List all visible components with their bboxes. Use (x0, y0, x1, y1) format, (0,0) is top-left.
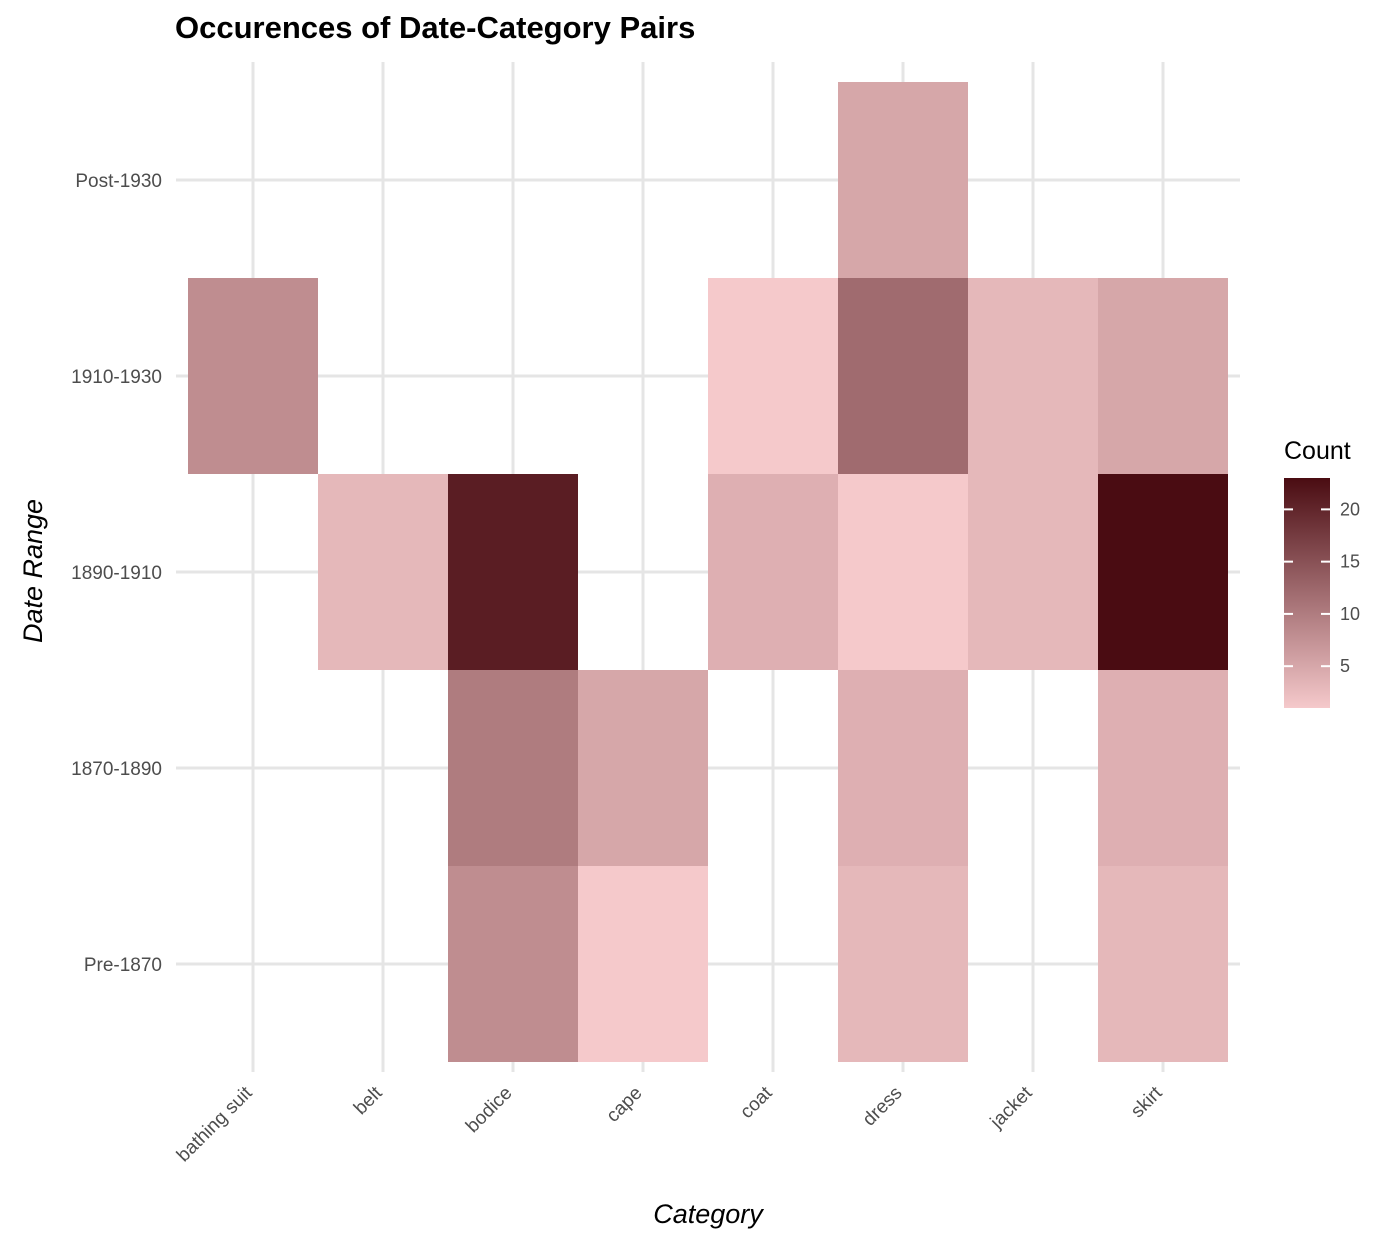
x-axis-title: Category (653, 1199, 764, 1229)
heatmap-cell (1098, 670, 1228, 866)
heatmap-cell (708, 474, 838, 670)
legend-tick-label: 10 (1340, 604, 1360, 624)
heatmap-cell (968, 278, 1098, 474)
x-tick-label: cape (603, 1083, 647, 1127)
heatmap-cell (448, 670, 578, 866)
heatmap-cell (708, 278, 838, 474)
x-tick-label: coat (736, 1082, 777, 1123)
y-axis-ticks: Pre-1870 1870-1890 1890-1910 1910-1930 Post-… (71, 171, 162, 976)
heatmap-cells (188, 82, 1228, 1062)
legend-title: Count (1284, 437, 1351, 465)
legend-tick-label: 15 (1340, 552, 1360, 572)
heatmap-cell (838, 474, 968, 670)
y-tick-label: 1890-1910 (71, 563, 162, 584)
y-tick-label: Pre-1870 (84, 955, 162, 976)
heatmap-cell (1098, 474, 1228, 670)
legend: Count 5 10 15 20 (1284, 437, 1360, 708)
heatmap-cell (448, 474, 578, 670)
heatmap-cell (968, 474, 1098, 670)
heatmap-cell (838, 278, 968, 474)
y-tick-label: Post-1930 (75, 171, 162, 192)
x-tick-label: belt (350, 1082, 387, 1119)
x-tick-label: bodice (462, 1083, 516, 1137)
heatmap-cell (578, 670, 708, 866)
legend-colorbar (1284, 478, 1330, 708)
heatmap-cell (838, 866, 968, 1062)
legend-tick-label: 5 (1340, 656, 1350, 676)
legend-tick-label: 20 (1340, 499, 1360, 519)
heatmap-cell (578, 866, 708, 1062)
y-axis-title: Date Range (18, 499, 48, 643)
heatmap-cell (1098, 866, 1228, 1062)
y-tick-label: 1870-1890 (71, 759, 162, 780)
x-tick-label: bathing suit (173, 1082, 257, 1166)
x-tick-label: dress (859, 1083, 907, 1131)
heatmap-cell (1098, 278, 1228, 474)
x-tick-label: jacket (986, 1082, 1037, 1133)
chart-title: Occurences of Date-Category Pairs (175, 10, 695, 45)
x-axis-ticks: bathing suit belt bodice cape coat dress jacke… (173, 1082, 1167, 1166)
y-tick-label: 1910-1930 (71, 367, 162, 388)
heatmap-cell (838, 82, 968, 278)
heatmap-cell (318, 474, 448, 670)
x-tick-label: skirt (1127, 1082, 1167, 1122)
heatmap-cell (448, 866, 578, 1062)
heatmap-cell (838, 670, 968, 866)
heatmap-cell (188, 278, 318, 474)
